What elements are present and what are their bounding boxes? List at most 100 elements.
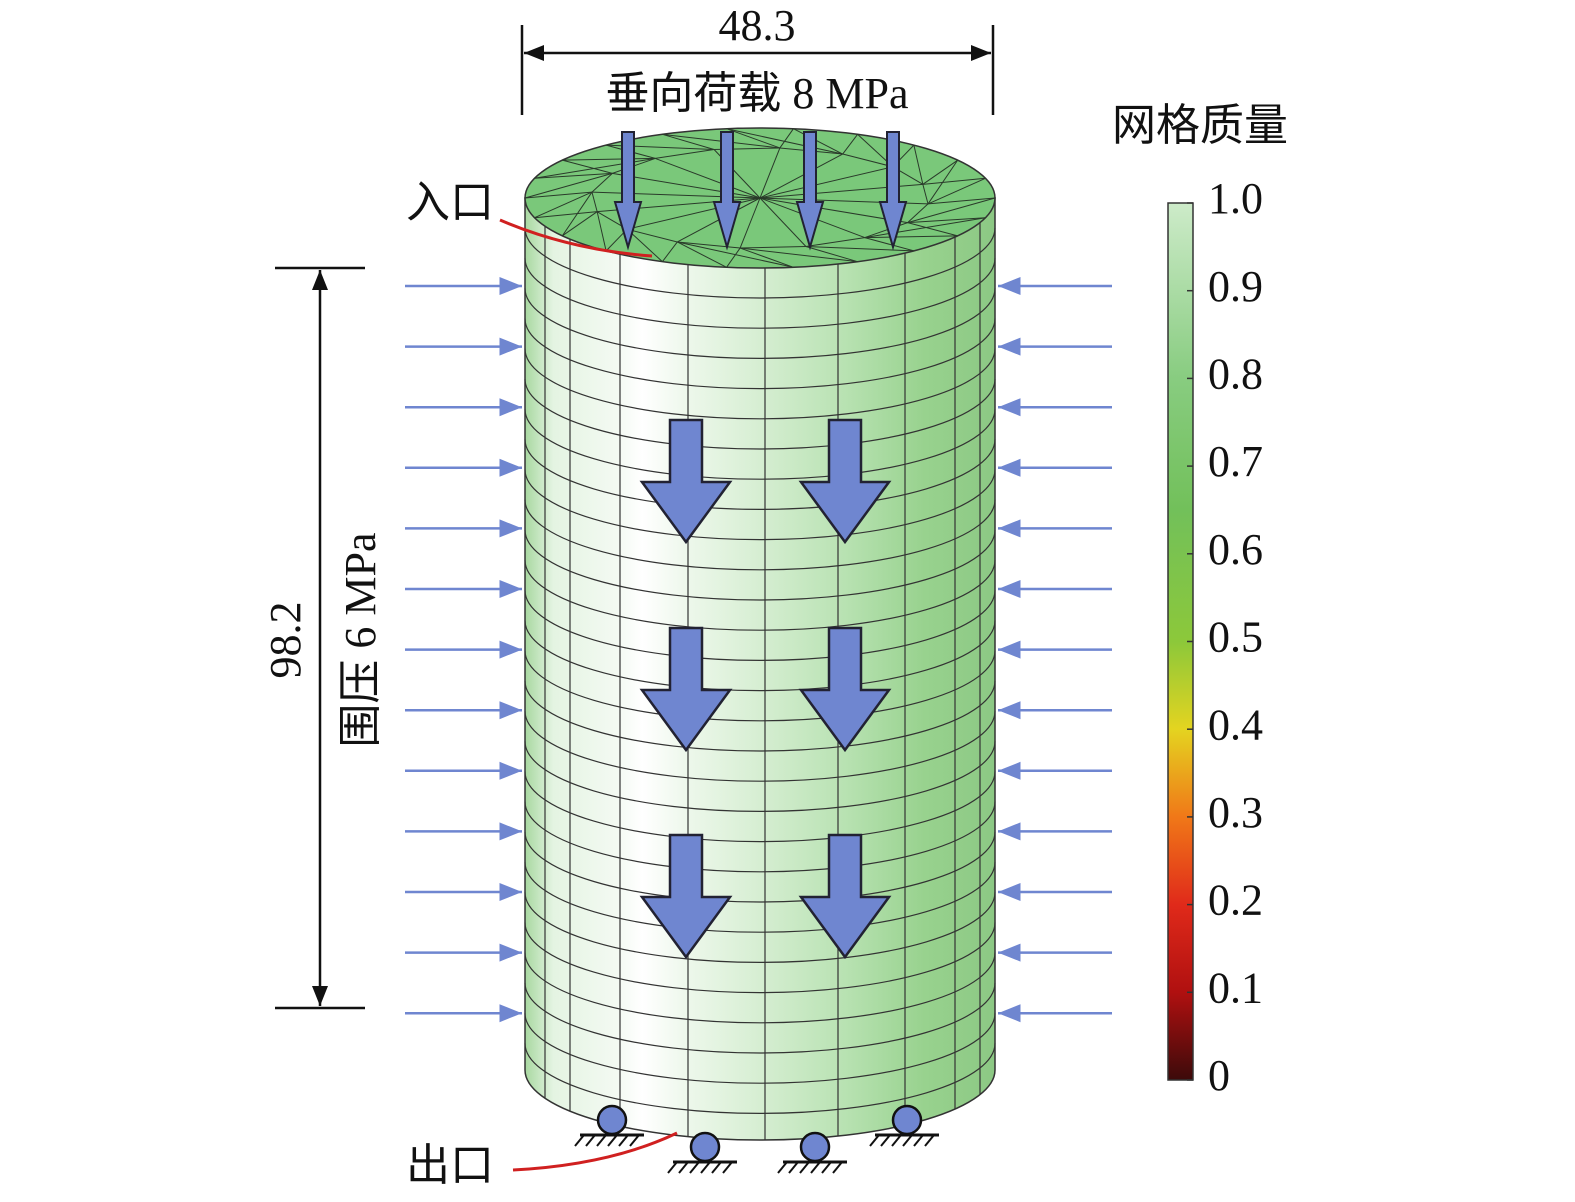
colorbar-tick-label: 1.0 <box>1208 174 1263 223</box>
mesh-ring <box>524 831 996 903</box>
colorbar-ticks: 1.0 0.9 0.8 0.7 0.6 0.5 0.4 0.3 0.2 0.1 0 <box>1187 174 1263 1100</box>
mesh-ring <box>524 469 996 541</box>
mesh-ring <box>524 439 996 510</box>
top-arrow <box>795 131 825 251</box>
mesh-edge <box>759 197 908 224</box>
mesh-edge <box>793 128 843 155</box>
mesh-ring <box>524 258 996 329</box>
flow-arrow <box>798 833 892 960</box>
mesh-ring <box>524 499 996 571</box>
support-hatch <box>891 1134 902 1147</box>
mesh <box>524 222 996 1140</box>
support-hatch <box>880 1134 891 1147</box>
vertical-load-label: 垂向荷载 8 MPa <box>605 69 908 118</box>
mesh-edge <box>677 241 741 249</box>
mesh-ring <box>524 892 996 963</box>
colorbar-tick-label: 0.4 <box>1208 700 1263 749</box>
mesh-edge <box>907 222 958 237</box>
mesh-edge <box>907 217 986 224</box>
mesh-ring <box>524 227 996 299</box>
mesh-ring <box>524 922 996 994</box>
outlet-label: 出口 <box>406 1141 494 1190</box>
mesh-edge <box>562 211 598 237</box>
mesh-ring <box>524 409 996 480</box>
mesh-edge <box>739 197 761 249</box>
support-hatch <box>924 1134 935 1147</box>
support-hatch <box>902 1134 913 1147</box>
support-hatch <box>689 1161 700 1174</box>
inlet-leader <box>499 218 653 258</box>
mesh-edge <box>662 133 715 150</box>
mesh-edge <box>864 235 958 239</box>
top-arrow <box>613 131 643 251</box>
colorbar-tick-label: 0.3 <box>1208 788 1263 837</box>
support-hatch <box>810 1161 821 1174</box>
support-hatch <box>711 1161 722 1174</box>
support-hatch <box>678 1161 689 1174</box>
cylinder <box>524 197 996 1141</box>
supports <box>574 1104 939 1174</box>
support-hatch <box>832 1161 843 1174</box>
mesh-edge <box>740 246 806 249</box>
support-hatch <box>913 1134 924 1147</box>
mesh-edge <box>726 128 781 149</box>
mesh-ring <box>524 650 996 722</box>
mesh-edge <box>805 246 858 263</box>
mesh-edge <box>922 177 986 185</box>
mesh-ring <box>524 348 996 420</box>
confining-label: 围压 6 MPa <box>336 532 385 747</box>
support-hatch <box>618 1134 629 1147</box>
mesh-ring <box>524 680 996 752</box>
mesh-edge <box>927 197 996 205</box>
mesh-ring <box>524 1043 996 1114</box>
flow-arrow <box>798 418 892 545</box>
mesh-edge <box>779 128 794 149</box>
mesh-edge <box>922 184 929 205</box>
mesh-ring <box>524 1013 996 1084</box>
colorbar <box>1167 202 1194 1081</box>
mesh-edge <box>805 246 914 252</box>
colorbar-tick-label: 0 <box>1208 1051 1230 1100</box>
mesh-edge <box>562 159 613 174</box>
mesh-ring <box>524 771 996 843</box>
mesh-edge <box>842 153 893 168</box>
mesh-edge <box>655 157 761 199</box>
mesh-edge <box>927 177 986 205</box>
mesh-edge <box>661 241 678 262</box>
mesh-ring <box>524 590 996 661</box>
mesh-ring <box>524 378 996 450</box>
mesh-edge <box>740 247 858 263</box>
support-roller <box>689 1131 721 1163</box>
mesh-edge <box>591 191 598 212</box>
support-hatch <box>700 1161 711 1174</box>
support-roller <box>596 1104 628 1136</box>
mesh-edge <box>913 144 924 185</box>
width-label: 48.3 <box>719 1 796 50</box>
flow-arrow <box>639 833 733 960</box>
mesh-ring <box>524 529 996 601</box>
mesh-edge <box>677 241 727 268</box>
height-label: 98.2 <box>261 602 310 679</box>
mesh-edge <box>562 157 656 161</box>
mesh-edge <box>739 247 794 268</box>
mesh-ring <box>524 711 996 782</box>
mesh-edge <box>655 148 715 159</box>
mesh-ring <box>524 620 996 692</box>
mesh-edge <box>864 237 915 252</box>
top-arrow <box>712 131 742 251</box>
top-arrow <box>878 131 908 251</box>
mesh-edge <box>907 197 996 224</box>
mesh-edge <box>907 203 929 223</box>
mesh-edge <box>759 166 893 199</box>
mesh-edge <box>596 211 607 252</box>
mesh-edge <box>759 197 807 247</box>
flow-arrow <box>798 626 892 753</box>
mesh-edge <box>626 228 663 263</box>
support-hatch <box>869 1134 880 1147</box>
mesh-edge <box>842 134 859 155</box>
support-hatch <box>788 1161 799 1174</box>
mesh-ring <box>524 560 996 631</box>
mesh-edge <box>922 159 958 185</box>
mesh-ring <box>524 318 996 390</box>
